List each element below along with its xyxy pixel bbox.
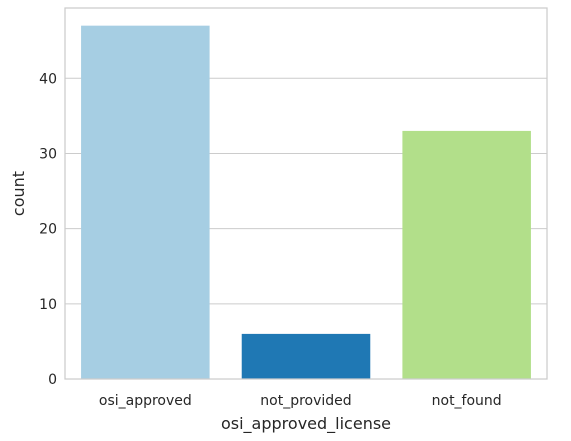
x-tick-label-osi_approved: osi_approved [99, 393, 192, 409]
bars [81, 25, 531, 380]
y-axis-label: count [9, 171, 28, 216]
bar-osi_approved [81, 25, 210, 380]
y-tick-label-20: 20 [39, 222, 57, 238]
y-tick-label-40: 40 [39, 71, 57, 87]
x-tick-label-not_found: not_found [432, 393, 502, 409]
y-tick-labels: 0 10 20 30 40 [39, 71, 57, 388]
bar-not_provided [241, 333, 371, 379]
bar-not_found [402, 130, 531, 379]
y-tick-label-0: 0 [48, 372, 57, 388]
x-axis-label: osi_approved_license [221, 414, 391, 434]
y-tick-label-10: 10 [39, 297, 57, 313]
x-tick-labels: osi_approved not_provided not_found [99, 393, 502, 409]
y-tick-label-30: 30 [39, 146, 57, 162]
plot-frame [64, 7, 548, 380]
x-tick-label-not_provided: not_provided [260, 393, 351, 409]
